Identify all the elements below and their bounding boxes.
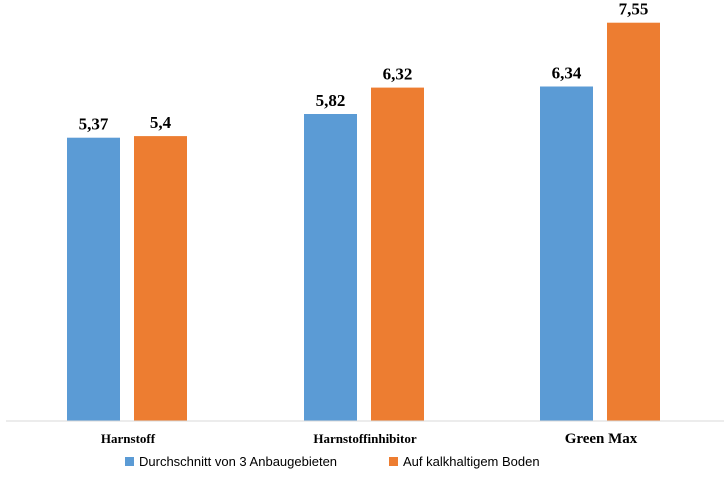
bar-harnstoffinhibitor-series-1 <box>304 114 357 421</box>
bar-green-max-series-2 <box>607 22 660 421</box>
legend: Durchschnitt von 3 Anbaugebieten Auf kalk… <box>125 454 540 469</box>
data-label-harnstoff-series-1: 5,37 <box>79 115 109 134</box>
category-labels-layer: Harnstoff Harnstoffinhibitor Green Max <box>101 431 638 447</box>
bar-green-max-series-1 <box>540 86 593 421</box>
category-label-harnstoff: Harnstoff <box>101 431 156 446</box>
bar-harnstoffinhibitor-series-2 <box>371 87 424 421</box>
category-label-green-max: Green Max <box>565 431 638 447</box>
legend-label-series-1: Durchschnitt von 3 Anbaugebieten <box>139 454 337 469</box>
data-labels-layer: 5,37 5,4 5,82 6,32 6,34 7,55 <box>79 0 649 134</box>
legend-swatch-series-1 <box>125 457 134 466</box>
category-label-harnstoffinhibitor: Harnstoffinhibitor <box>313 431 417 446</box>
bars-layer <box>67 22 660 421</box>
data-label-harnstoffinhibitor-series-1: 5,82 <box>316 91 346 110</box>
legend-label-series-2: Auf kalkhaltigem Boden <box>403 454 540 469</box>
bar-harnstoff-series-1 <box>67 137 120 421</box>
data-label-green-max-series-1: 6,34 <box>552 64 582 83</box>
bar-harnstoff-series-2 <box>134 136 187 421</box>
data-label-harnstoffinhibitor-series-2: 6,32 <box>383 65 413 84</box>
legend-swatch-series-2 <box>389 457 398 466</box>
data-label-green-max-series-2: 7,55 <box>619 0 649 19</box>
data-label-harnstoff-series-2: 5,4 <box>150 113 172 132</box>
